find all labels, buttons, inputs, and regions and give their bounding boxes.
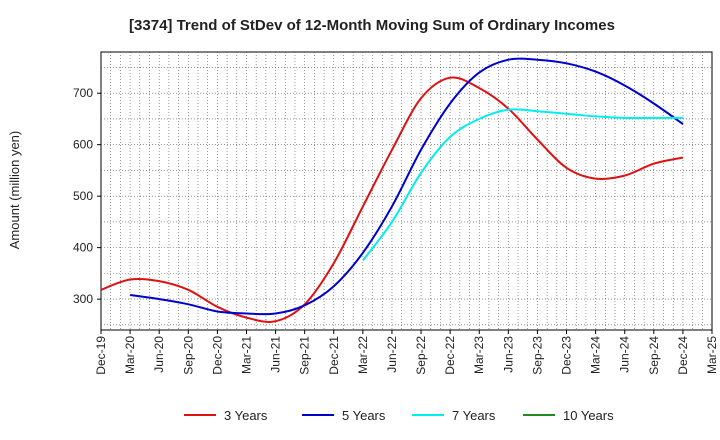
y-tick-label: 600 bbox=[73, 138, 93, 152]
x-tick-label: Sep-22 bbox=[414, 336, 428, 375]
y-tick-label: 300 bbox=[73, 292, 93, 306]
grid bbox=[101, 52, 712, 330]
x-tick-label: Jun-20 bbox=[152, 336, 166, 373]
plot-area bbox=[100, 51, 713, 331]
x-tick-label: Sep-20 bbox=[181, 336, 195, 375]
y-tick-label: 400 bbox=[73, 241, 93, 255]
series-line-5-years bbox=[129, 57, 684, 316]
x-tick-label: Jun-24 bbox=[618, 336, 632, 373]
chart-title: [3374] Trend of StDev of 12-Month Moving… bbox=[129, 17, 615, 34]
series-lines bbox=[100, 57, 684, 323]
x-tick-label: Sep-24 bbox=[647, 336, 661, 375]
x-tick-label: Jun-21 bbox=[269, 336, 283, 373]
x-tick-label: Dec-22 bbox=[443, 336, 457, 375]
legend-label-10-years: 10 Years bbox=[563, 408, 614, 423]
x-tick-label: Dec-20 bbox=[210, 336, 224, 375]
x-tick-label: Mar-24 bbox=[589, 336, 603, 374]
series-line-3-years bbox=[100, 76, 684, 323]
x-tick-label: Dec-23 bbox=[560, 336, 574, 375]
x-tick-label: Dec-24 bbox=[676, 336, 690, 375]
x-tick-label: Dec-19 bbox=[94, 336, 108, 375]
x-axis: Dec-19 Mar-20 Jun-20 Sep-20 Dec-20 Mar-21 Jun-… bbox=[94, 330, 719, 375]
x-tick-label: Mar-22 bbox=[356, 336, 370, 374]
x-tick-label: Mar-21 bbox=[239, 336, 253, 374]
legend-label-7-years: 7 Years bbox=[452, 408, 496, 423]
series-line-7-years bbox=[362, 108, 683, 262]
legend-label-5-years: 5 Years bbox=[342, 408, 386, 423]
legend: 3 Years 5 Years 7 Years 10 Years bbox=[184, 408, 614, 423]
x-tick-label: Jun-22 bbox=[385, 336, 399, 373]
y-axis: 300 400 500 600 700 bbox=[73, 86, 101, 306]
x-tick-label: Mar-25 bbox=[705, 336, 719, 374]
legend-label-3-years: 3 Years bbox=[224, 408, 268, 423]
x-tick-label: Jun-23 bbox=[501, 336, 515, 373]
y-tick-label: 700 bbox=[73, 86, 93, 100]
x-tick-label: Mar-23 bbox=[472, 336, 486, 374]
x-tick-label: Sep-21 bbox=[298, 336, 312, 375]
x-tick-label: Sep-23 bbox=[530, 336, 544, 375]
x-tick-label: Dec-21 bbox=[327, 336, 341, 375]
y-tick-label: 500 bbox=[73, 189, 93, 203]
y-axis-label: Amount (million yen) bbox=[7, 131, 22, 250]
x-tick-label: Mar-20 bbox=[123, 336, 137, 374]
